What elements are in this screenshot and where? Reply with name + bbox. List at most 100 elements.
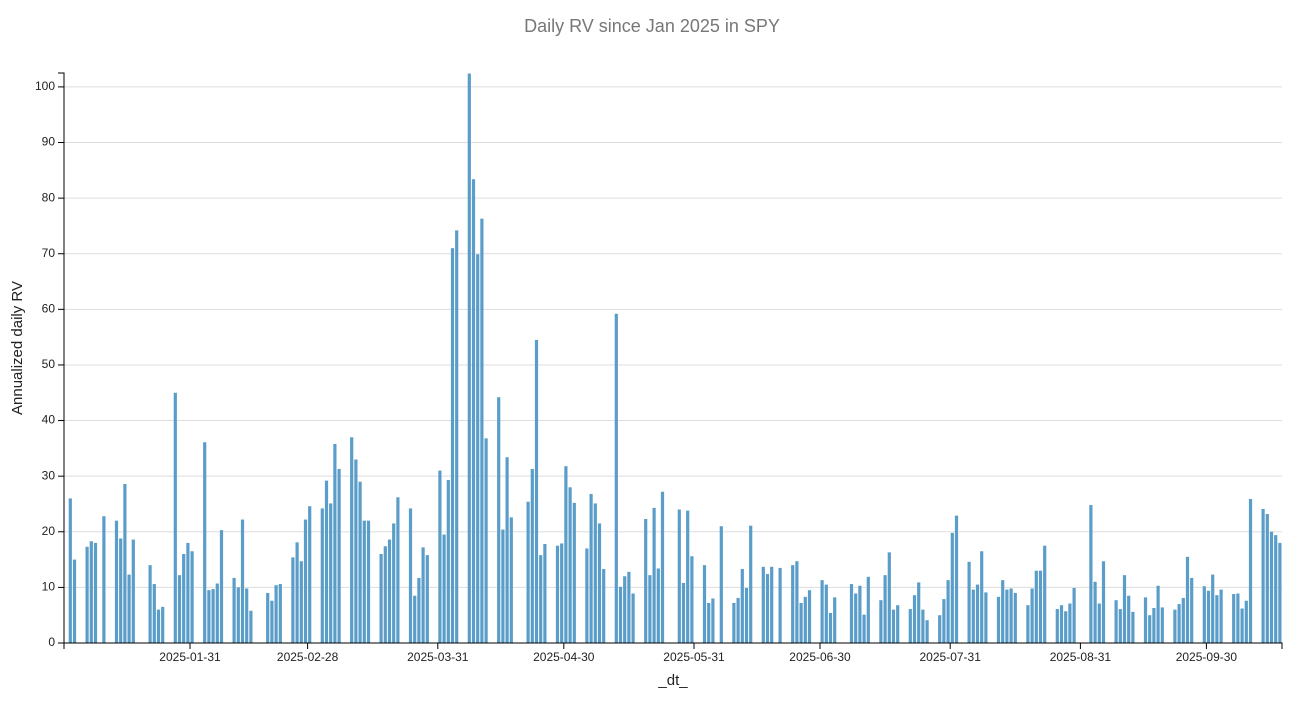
bar <box>1219 589 1223 643</box>
bar <box>190 551 194 643</box>
bar <box>362 520 366 643</box>
bar <box>1152 607 1156 643</box>
bar <box>299 561 303 643</box>
x-tick-label: 2025-03-31 <box>407 650 469 664</box>
bar <box>593 503 597 643</box>
bar <box>1059 605 1064 643</box>
bar <box>690 556 694 643</box>
y-tick-label: 100 <box>35 79 55 93</box>
bar <box>387 539 392 643</box>
bar <box>68 498 72 643</box>
bar <box>719 526 723 643</box>
bar <box>1206 590 1211 643</box>
bar <box>1215 595 1219 643</box>
bar <box>350 437 354 643</box>
bar <box>383 546 387 643</box>
bar <box>833 597 837 643</box>
bar <box>337 468 341 643</box>
y-axis-label: Annualized daily RV <box>9 281 26 415</box>
bar <box>497 397 501 643</box>
bar <box>1005 589 1009 643</box>
y-tick-label: 0 <box>48 635 55 649</box>
bar <box>392 523 396 643</box>
bar <box>866 576 870 643</box>
bar <box>245 588 249 643</box>
bar <box>1173 609 1177 643</box>
bar <box>467 73 471 644</box>
bar <box>908 609 912 643</box>
x-tick-label: 2025-08-31 <box>1050 650 1112 664</box>
bar <box>484 438 488 643</box>
bar <box>539 555 543 643</box>
bar <box>648 575 652 643</box>
bar <box>1148 615 1152 643</box>
y-tick-label: 40 <box>42 413 56 427</box>
bar <box>333 443 337 643</box>
bar <box>249 610 253 643</box>
y-tick-label: 80 <box>42 190 56 204</box>
bar <box>1278 542 1282 643</box>
bar <box>1190 577 1194 643</box>
bar <box>446 480 450 643</box>
bar <box>883 575 887 643</box>
y-tick-label: 30 <box>42 468 56 482</box>
bar <box>177 575 182 643</box>
bar <box>1185 556 1190 643</box>
x-tick-label: 2025-09-30 <box>1176 650 1238 664</box>
bar <box>602 569 606 643</box>
bar <box>203 442 207 643</box>
bar <box>85 546 89 643</box>
bar <box>1068 603 1072 643</box>
bar <box>543 544 547 643</box>
bar <box>799 602 803 643</box>
bar <box>509 517 513 643</box>
bar <box>1038 570 1043 643</box>
bar <box>266 592 270 643</box>
bar <box>505 457 509 643</box>
bar <box>354 459 358 643</box>
bar <box>173 392 177 643</box>
bar <box>480 218 484 643</box>
bar <box>803 596 807 643</box>
bar <box>526 501 530 643</box>
bar <box>686 510 690 643</box>
bar <box>980 551 984 643</box>
bar <box>1265 513 1269 643</box>
bar <box>887 552 891 643</box>
bar <box>1181 597 1185 643</box>
bar <box>807 590 812 643</box>
bar <box>324 480 329 643</box>
bar <box>942 599 946 643</box>
x-tick-label: 2025-01-31 <box>159 650 221 664</box>
bar <box>329 503 333 643</box>
bar <box>161 606 165 643</box>
bar <box>711 598 715 643</box>
bar <box>270 600 274 643</box>
y-tick-label: 10 <box>42 580 56 594</box>
bar <box>1001 580 1005 643</box>
bar <box>828 612 833 643</box>
bar <box>795 561 799 643</box>
bar <box>131 539 135 643</box>
bar <box>1160 607 1164 643</box>
bar <box>1118 609 1122 643</box>
bar <box>761 566 765 643</box>
bar <box>413 595 417 643</box>
bar <box>849 584 854 643</box>
bar <box>1269 531 1274 643</box>
bar <box>1093 581 1097 643</box>
bar <box>396 497 400 643</box>
bar <box>681 582 686 643</box>
bar <box>749 525 753 643</box>
bar <box>950 532 954 643</box>
bar <box>442 534 446 643</box>
bar <box>631 593 635 643</box>
bar <box>438 470 442 643</box>
x-tick-label: 2025-02-28 <box>277 650 339 664</box>
bar <box>1127 595 1131 643</box>
bar <box>1026 605 1030 643</box>
bar <box>1122 575 1127 643</box>
bar <box>744 587 749 643</box>
bar <box>702 565 707 643</box>
